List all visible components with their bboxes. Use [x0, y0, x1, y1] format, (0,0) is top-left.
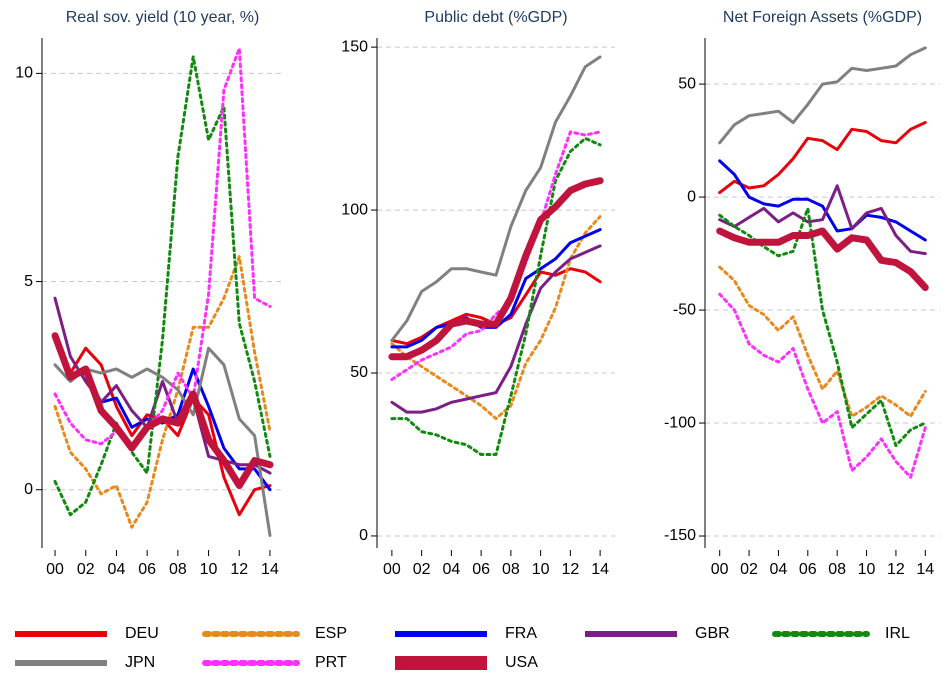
x-tick-label: 06 — [472, 561, 490, 578]
x-tick-label: 14 — [591, 561, 609, 578]
series-line — [718, 121, 927, 195]
x-tick-label: 14 — [261, 561, 279, 578]
x-tick-label: 10 — [858, 561, 876, 578]
x-tick-label: 02 — [77, 561, 95, 578]
chart-title: Net Foreign Assets (%GDP) — [723, 9, 922, 26]
x-tick-label: 12 — [230, 561, 248, 578]
x-tick-label: 14 — [916, 561, 934, 578]
x-tick-label: 00 — [46, 561, 64, 578]
legend-label: ESP — [315, 625, 347, 642]
legend-label: GBR — [695, 625, 730, 642]
y-tick-label: -100 — [664, 414, 696, 431]
series-line — [51, 332, 274, 490]
y-tick-label: 5 — [24, 273, 33, 290]
x-tick-label: 02 — [740, 561, 758, 578]
series-line — [716, 227, 929, 291]
x-tick-label: 10 — [200, 561, 218, 578]
x-tick-label: 08 — [828, 561, 846, 578]
x-tick-label: 12 — [561, 561, 579, 578]
series-line — [390, 215, 602, 421]
chart-title: Public debt (%GDP) — [424, 9, 567, 26]
series-line — [390, 228, 602, 349]
series-line — [390, 130, 602, 381]
legend-label: IRL — [885, 625, 910, 642]
legend-label: JPN — [125, 654, 155, 671]
x-tick-label: 04 — [108, 561, 126, 578]
series-line — [53, 55, 272, 517]
series-line — [718, 184, 927, 256]
series-line — [390, 267, 602, 346]
series-line — [390, 136, 602, 456]
series-line — [718, 292, 927, 479]
y-tick-label: -150 — [664, 527, 696, 544]
y-tick-label: 50 — [678, 75, 696, 92]
x-tick-label: 00 — [711, 561, 729, 578]
series-line — [53, 46, 272, 450]
y-tick-label: -50 — [673, 301, 696, 318]
x-tick-label: 06 — [138, 561, 156, 578]
series-line — [388, 177, 604, 361]
x-tick-label: 02 — [413, 561, 431, 578]
y-tick-label: 0 — [687, 188, 696, 205]
y-tick-label: 0 — [359, 527, 368, 544]
legend-label: FRA — [505, 625, 537, 642]
x-tick-label: 08 — [169, 561, 187, 578]
y-tick-label: 10 — [15, 65, 33, 82]
series-line — [390, 55, 602, 342]
y-tick-label: 150 — [341, 38, 368, 55]
legend-label: PRT — [315, 654, 347, 671]
x-tick-label: 04 — [770, 561, 788, 578]
x-tick-label: 04 — [442, 561, 460, 578]
x-tick-label: 08 — [502, 561, 520, 578]
series-line — [53, 346, 272, 537]
x-tick-label: 12 — [887, 561, 905, 578]
series-line — [718, 265, 927, 418]
y-tick-label: 50 — [350, 364, 368, 381]
chart-title: Real sov. yield (10 year, %) — [66, 9, 260, 26]
legend-label: USA — [505, 654, 538, 671]
legend-label: DEU — [125, 625, 159, 642]
x-tick-label: 06 — [799, 561, 817, 578]
y-tick-label: 0 — [24, 481, 33, 498]
series-line — [390, 244, 602, 414]
x-tick-label: 10 — [532, 561, 550, 578]
x-tick-label: 00 — [383, 561, 401, 578]
series-line — [718, 159, 927, 242]
y-tick-label: 100 — [341, 201, 368, 218]
series-line — [718, 46, 927, 145]
